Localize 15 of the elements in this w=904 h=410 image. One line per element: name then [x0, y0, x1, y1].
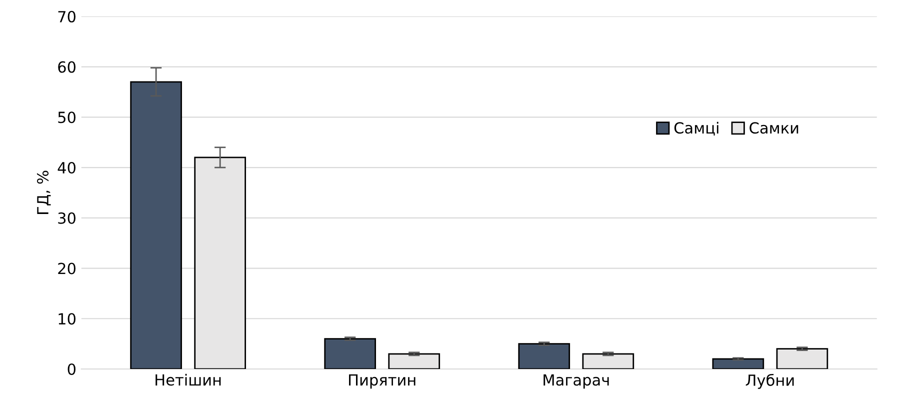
y-tick-label: 30	[58, 212, 76, 224]
x-tick-label: Пирятин	[349, 374, 416, 389]
x-tick-label: Лубни	[746, 374, 794, 389]
y-tick-label: 20	[58, 262, 76, 274]
y-tick-label: 40	[58, 162, 76, 174]
y-tick-label: 70	[58, 10, 76, 22]
x-tick-label: Магарач	[544, 374, 609, 389]
y-tick-label: 10	[58, 313, 76, 325]
y-tick-label: 60	[58, 61, 76, 73]
y-tick-label: 50	[58, 112, 76, 124]
legend-label: Самки	[750, 122, 798, 134]
y-tick-label: 0	[68, 363, 76, 376]
y-axis-title: ГД, %	[36, 170, 51, 214]
legend-label: Самці	[674, 122, 718, 136]
x-tick-label: Нетішин	[156, 374, 221, 386]
